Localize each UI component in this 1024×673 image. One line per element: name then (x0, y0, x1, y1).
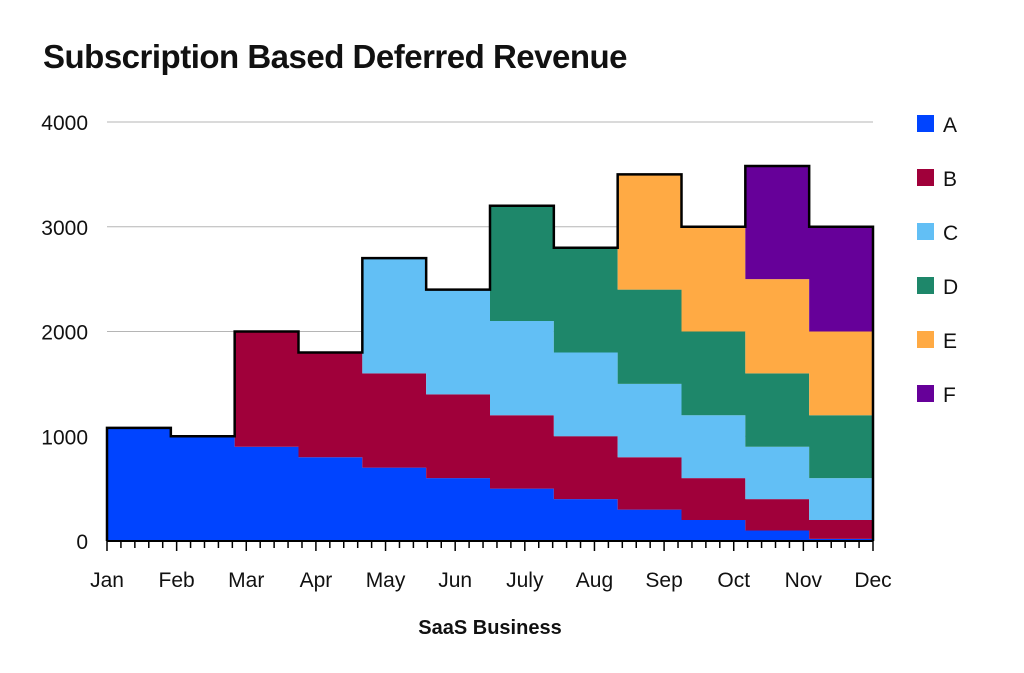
legend-swatch-d (917, 277, 934, 294)
x-tick-label: Jan (90, 569, 124, 592)
legend-swatch-e (917, 331, 934, 348)
legend-swatch-c (917, 223, 934, 240)
series-area-e (107, 174, 873, 437)
legend: A B C D E F (917, 114, 958, 407)
x-tick-label: Apr (300, 569, 333, 592)
series-area-d (107, 205, 873, 479)
y-tick-label: 0 (76, 531, 88, 554)
chart-title: Subscription Based Deferred Revenue (43, 38, 628, 75)
series-areas (107, 165, 873, 541)
series-area-f (107, 165, 873, 437)
legend-label-c: C (943, 222, 958, 245)
x-tick-label: Jun (438, 569, 472, 592)
x-tick-label: Dec (854, 569, 891, 592)
series-area-b (107, 331, 873, 539)
legend-label-a: A (943, 114, 957, 137)
total-step-line (105, 164, 875, 541)
legend-swatch-a (917, 115, 934, 132)
y-tick-label: 2000 (41, 322, 88, 345)
x-tick-label: Aug (576, 569, 613, 592)
legend-label-d: D (943, 276, 958, 299)
x-tick-label: Feb (159, 569, 195, 592)
x-tick-label: Oct (717, 569, 750, 592)
axes: 0 1000 2000 3000 4000 Jan Feb Mar Apr May Jun July A… (41, 112, 891, 592)
series-area-c (107, 258, 873, 521)
total-outline (105, 164, 875, 541)
x-tick-label: Mar (228, 569, 264, 592)
legend-swatch-b (917, 169, 934, 186)
legend-swatch-f (917, 385, 934, 402)
x-tick-label: July (506, 569, 544, 592)
y-tick-label: 3000 (41, 217, 88, 240)
x-axis-title: SaaS Business (418, 617, 561, 639)
x-tick-label: Sep (645, 569, 682, 592)
legend-label-f: F (943, 384, 956, 407)
y-tick-label: 1000 (41, 426, 88, 449)
y-tick-label: 4000 (41, 112, 88, 135)
x-tick-label: May (366, 569, 406, 592)
legend-label-b: B (943, 168, 957, 191)
legend-label-e: E (943, 330, 957, 353)
x-tick-label: Nov (785, 569, 823, 592)
